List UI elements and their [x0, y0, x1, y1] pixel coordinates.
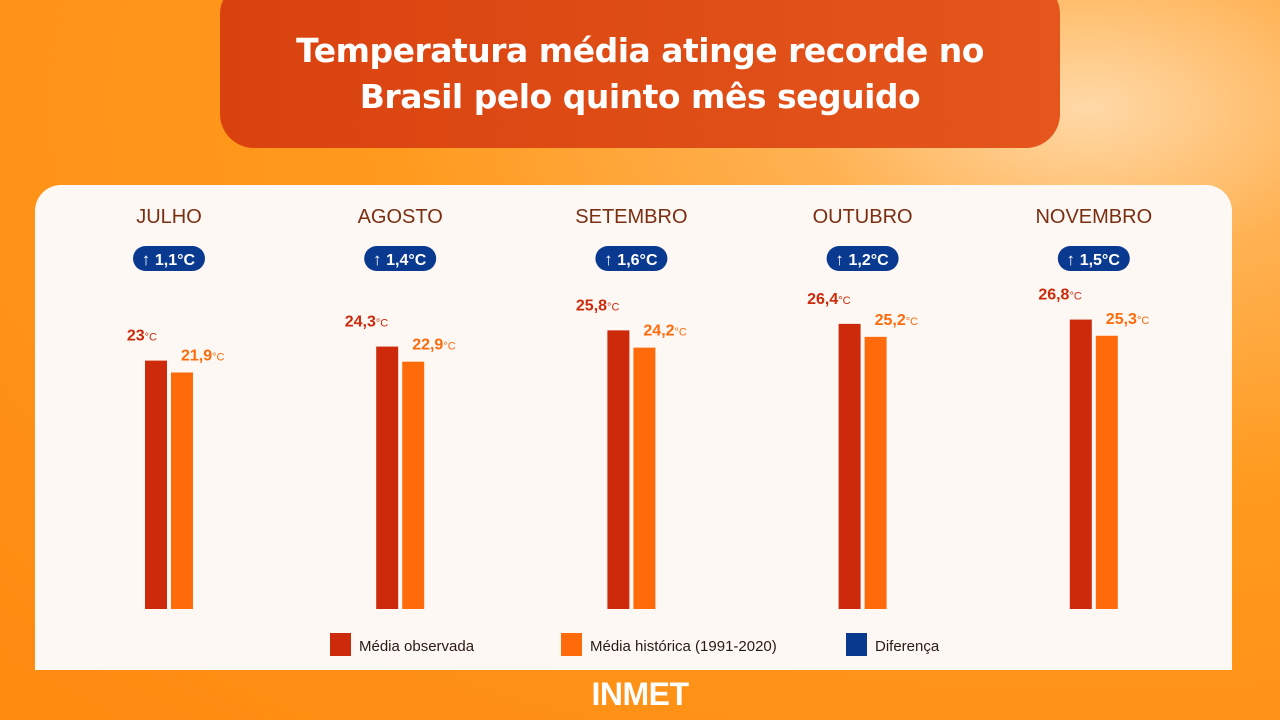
- bar-historical: [402, 361, 425, 609]
- bar-historical: [633, 347, 656, 609]
- difference-label: 1,6°C: [617, 252, 658, 269]
- difference-label: 1,1°C: [155, 252, 196, 269]
- month-label: SETEMBRO: [575, 206, 687, 228]
- arrow-up-icon: ↑: [835, 250, 844, 269]
- difference-badge: [364, 246, 437, 271]
- difference-label: 1,4°C: [386, 252, 427, 269]
- bar-observed: [1069, 319, 1092, 609]
- arrow-up-icon: ↑: [1067, 250, 1076, 269]
- value-label: 22,9°C: [412, 337, 456, 354]
- source-logo: INMET: [591, 676, 689, 712]
- legend-label: Média observada: [359, 638, 475, 655]
- difference-badge: [595, 246, 668, 271]
- value-label: 24,3°C: [345, 314, 389, 331]
- value-label: 21,9°C: [181, 347, 225, 364]
- difference-badge: [1057, 246, 1130, 271]
- bar-historical: [1095, 335, 1118, 609]
- bar-observed: [376, 346, 399, 609]
- value-label: 25,8°C: [576, 297, 620, 314]
- arrow-up-icon: ↑: [373, 250, 382, 269]
- difference-badge: [133, 246, 205, 271]
- month-label: AGOSTO: [358, 206, 443, 228]
- bar-historical: [171, 372, 193, 609]
- bar-historical: [864, 336, 887, 609]
- difference-label: 1,2°C: [848, 252, 889, 269]
- month-label: JULHO: [136, 206, 202, 228]
- title-banner: Temperatura média atinge recorde no Bras…: [220, 0, 1060, 148]
- value-label: 26,4°C: [807, 291, 851, 308]
- value-label: 23°C: [127, 328, 157, 345]
- bar-observed: [607, 330, 630, 609]
- bar-observed: [145, 360, 167, 609]
- legend-swatch: [846, 633, 867, 656]
- arrow-up-icon: ↑: [604, 250, 613, 269]
- legend-swatch: [561, 633, 582, 656]
- value-label: 25,3°C: [1106, 311, 1150, 328]
- legend-swatch: [330, 633, 351, 656]
- difference-label: 1,5°C: [1080, 252, 1121, 269]
- difference-badge: [826, 246, 899, 271]
- value-label: 25,2°C: [875, 312, 919, 329]
- value-label: 24,2°C: [643, 323, 687, 340]
- arrow-up-icon: ↑: [142, 250, 151, 269]
- value-label: 26,8°C: [1038, 287, 1082, 304]
- legend-label: Diferença: [875, 638, 940, 655]
- month-label: NOVEMBRO: [1035, 206, 1152, 228]
- bar-observed: [838, 323, 861, 609]
- legend-label: Média histórica (1991-2020): [590, 638, 777, 655]
- month-label: OUTUBRO: [813, 206, 913, 228]
- chart-title: Temperatura média atinge recorde no Bras…: [296, 31, 984, 116]
